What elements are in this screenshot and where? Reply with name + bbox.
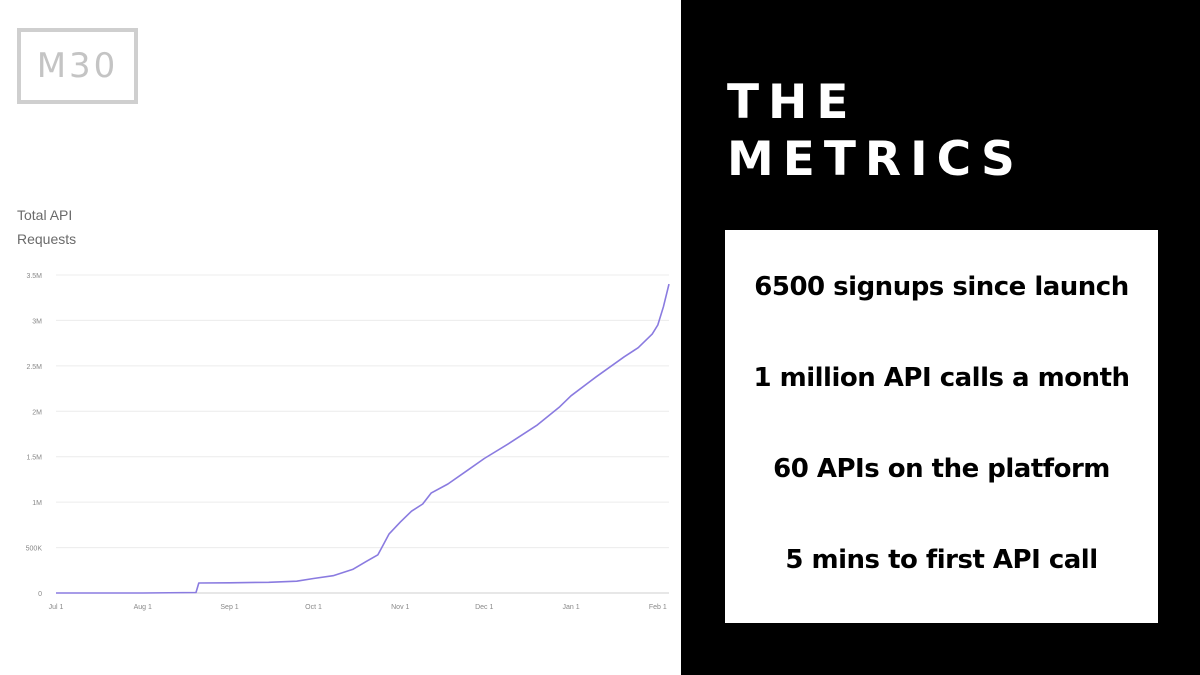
y-tick-label: 0	[38, 591, 42, 598]
heading-line-2: METRICS	[727, 132, 1024, 187]
metrics-panel: THE METRICS 6500 signups since launch 1 …	[681, 0, 1200, 675]
api-requests-chart: 0 500K 1M 1.5M 2M 2.5M 3M 3.5M Jul 1 Aug 1 Sep 1 Oc…	[26, 273, 670, 611]
y-tick-label: 2.5M	[26, 364, 42, 371]
x-tick-label: Jul 1	[49, 604, 64, 611]
chart-title-line-1: Total API	[17, 207, 73, 223]
x-tick-label: Dec 1	[475, 604, 493, 611]
metric-api-count: 60 APIs on the platform	[773, 453, 1110, 484]
metric-api-calls: 1 million API calls a month	[753, 363, 1130, 394]
metric-time-to-first-call: 5 mins to first API call	[785, 544, 1098, 575]
y-tick-label: 1.5M	[26, 455, 42, 462]
heading-line-1: THE	[727, 75, 858, 130]
x-tick-label: Nov 1	[391, 604, 409, 611]
chart-panel: M30 Total API Requests 0 500K 1M 1.5M 2M 2.5M…	[17, 28, 670, 611]
x-tick-label: Oct 1	[305, 604, 322, 611]
metric-signups: 6500 signups since launch	[754, 272, 1129, 303]
x-tick-label: Jan 1	[562, 604, 579, 611]
metrics-heading: THE METRICS	[727, 74, 1024, 188]
series-line	[56, 283, 670, 594]
x-tick-label: Feb 1	[649, 604, 667, 611]
x-tick-label: Aug 1	[134, 604, 152, 611]
y-tick-label: 3M	[32, 318, 42, 325]
y-tick-label: 500K	[26, 546, 43, 553]
x-tick-label: Sep 1	[220, 604, 238, 611]
chart-title-line-2: Requests	[17, 231, 77, 247]
m30-logo: M30	[17, 28, 138, 104]
metrics-card: 6500 signups since launch 1 million API …	[725, 230, 1158, 623]
y-tick-label: 3.5M	[26, 273, 42, 280]
chart-title: Total API Requests	[17, 203, 177, 251]
y-tick-label: 2M	[32, 409, 42, 416]
y-tick-label: 1M	[32, 500, 42, 507]
